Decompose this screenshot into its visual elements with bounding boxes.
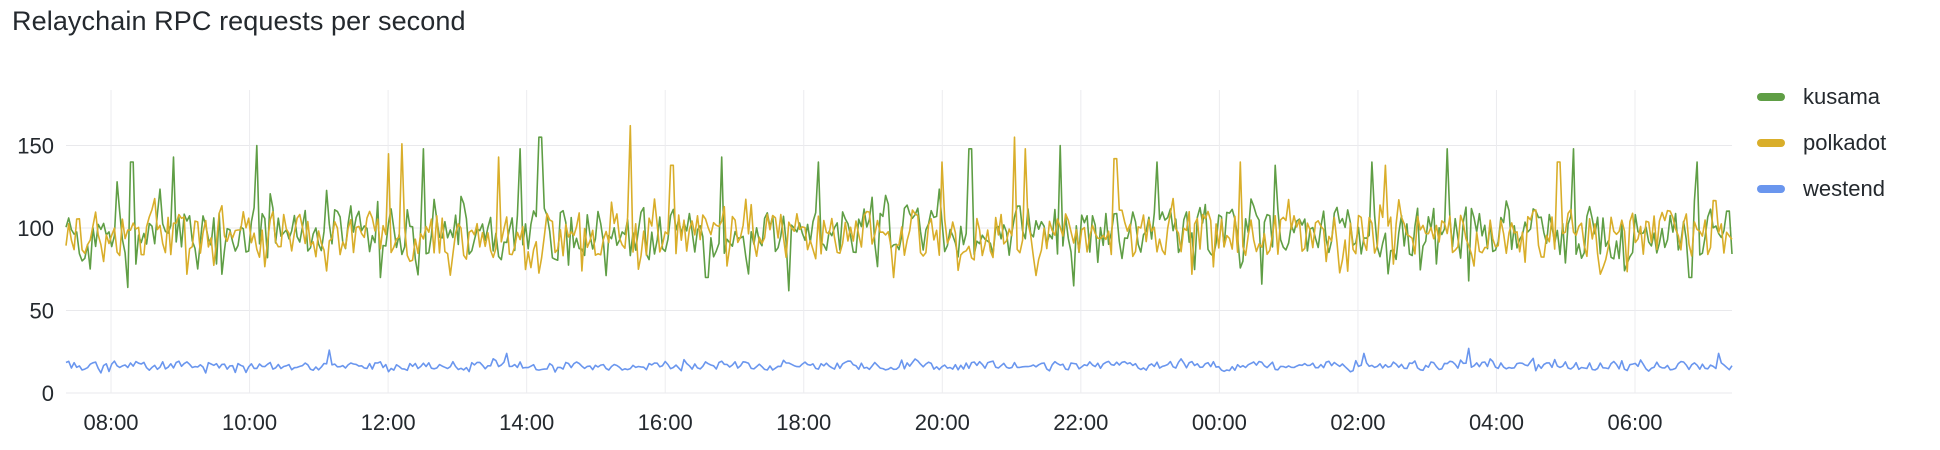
- panel-title: Relaychain RPC requests per second: [12, 6, 466, 36]
- y-tick-label: 150: [17, 134, 54, 159]
- series-line-polkadot: [65, 124, 1733, 279]
- x-axis: 08:00 10:00 12:00 14:00 16:00 18:00 20:00 22:00…: [83, 410, 1662, 435]
- x-tick-label: 02:00: [1330, 410, 1385, 435]
- series-line-kusama: [65, 136, 1733, 292]
- y-tick-label: 0: [42, 381, 54, 406]
- x-tick-label: 10:00: [222, 410, 277, 435]
- y-tick-label: 100: [17, 216, 54, 241]
- legend-label: westend: [1803, 176, 1885, 201]
- legend: kusama polkadot westend: [1757, 74, 1937, 212]
- legend-label: kusama: [1803, 84, 1881, 109]
- y-axis: 0 50 100 150: [17, 134, 54, 407]
- grid: [66, 90, 1732, 394]
- legend-swatch: [1757, 139, 1785, 147]
- series-layer: [65, 124, 1733, 374]
- x-tick-label: 20:00: [915, 410, 970, 435]
- x-tick-label: 04:00: [1469, 410, 1524, 435]
- legend-swatch: [1757, 93, 1785, 101]
- x-tick-label: 22:00: [1053, 410, 1108, 435]
- legend-swatch: [1757, 185, 1785, 193]
- x-tick-label: 16:00: [638, 410, 693, 435]
- legend-label: polkadot: [1803, 130, 1887, 155]
- x-tick-label: 06:00: [1607, 410, 1662, 435]
- x-tick-label: 00:00: [1192, 410, 1247, 435]
- x-tick-label: 12:00: [361, 410, 416, 435]
- series-line-westend: [65, 347, 1733, 374]
- x-tick-label: 08:00: [83, 410, 138, 435]
- legend-item-polkadot[interactable]: polkadot: [1757, 120, 1937, 166]
- legend-item-kusama[interactable]: kusama: [1757, 74, 1937, 120]
- legend-item-westend[interactable]: westend: [1757, 166, 1937, 212]
- x-tick-label: 14:00: [499, 410, 554, 435]
- x-tick-label: 18:00: [776, 410, 831, 435]
- y-tick-label: 50: [30, 299, 54, 324]
